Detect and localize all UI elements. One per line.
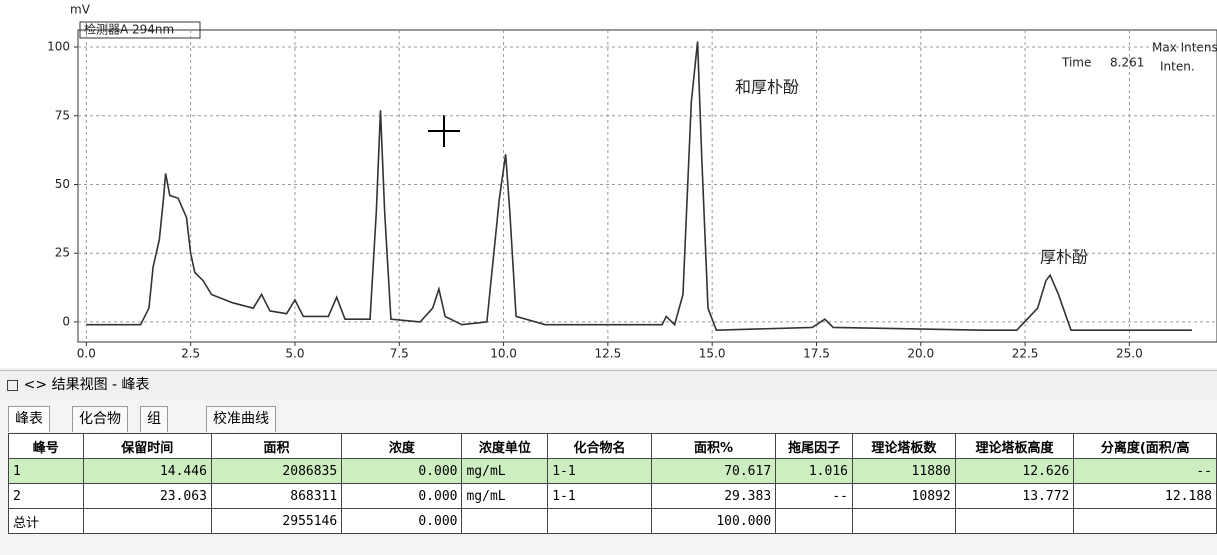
x-tick-label: 12.5 [595, 347, 622, 361]
y-tick-label: 50 [55, 177, 70, 191]
table-cell: 12.626 [954, 458, 1075, 484]
header-row: 峰号 保留时间 面积 浓度 浓度单位 化合物名 面积% 拖尾因子 理论塔板数 理论塔板高度 分离度(… [8, 433, 1217, 459]
column-header[interactable]: 拖尾因子 [775, 433, 853, 459]
table-cell: 868311 [210, 483, 343, 509]
tab[interactable]: 组 [140, 406, 168, 432]
tab[interactable]: 化合物 [72, 406, 128, 432]
peak-annotation: 厚朴酚 [1040, 248, 1088, 267]
plot-frame [77, 29, 1217, 343]
table-row[interactable]: 2 23.063 868311 0.000 mg/mL 1-1 29.383 -- 10892 1… [8, 483, 1217, 509]
peak-table: 峰号 保留时间 面积 浓度 浓度单位 化合物名 面积% 拖尾因子 理论塔板数 理论塔板高度 分离度(… [8, 433, 1217, 534]
column-header[interactable]: 化合物名 [547, 433, 652, 459]
y-tick-label: 0 [62, 314, 70, 328]
y-tick-label: 100 [47, 40, 70, 54]
table-cell: mg/mL [461, 483, 549, 509]
info-text: Time [1061, 56, 1091, 70]
y-axis-label: mV [70, 3, 91, 17]
table-cell: 23.063 [82, 483, 212, 509]
table-cell: -- [1073, 458, 1217, 484]
table-cell: 1-1 [547, 458, 652, 484]
peak-annotation: 和厚朴酚 [735, 78, 799, 97]
table-cell: 100.000 [650, 508, 777, 534]
y-tick-label: 25 [55, 246, 70, 260]
table-cell: 29.383 [650, 483, 777, 509]
x-tick-label: 0.0 [77, 347, 96, 361]
column-header[interactable]: 理论塔板高度 [954, 433, 1075, 459]
table-cell: 1-1 [547, 483, 652, 509]
panel-title: 结果视图 - 峰表 [51, 377, 150, 393]
table-cell: 13.772 [954, 483, 1075, 509]
x-tick-label: 7.5 [390, 347, 409, 361]
table-cell: 12.188 [1073, 483, 1217, 509]
x-tick-label: 20.0 [907, 347, 934, 361]
table-cell [1073, 508, 1217, 534]
column-header[interactable]: 峰号 [8, 433, 84, 459]
table-cell [851, 508, 956, 534]
column-header[interactable]: 分离度(面积/高 [1073, 433, 1217, 459]
table-cell [461, 508, 549, 534]
tab-bar: 峰表 化合物组 校准曲线 [0, 404, 1217, 432]
panel-header: □ <> 结果视图 - 峰表 [0, 370, 1217, 399]
table-row[interactable]: 总计 2955146 0.000 100.000 [8, 508, 1217, 534]
table-cell: 1 [8, 458, 84, 484]
x-tick-label: 15.0 [699, 347, 726, 361]
table-cell [775, 508, 853, 534]
y-tick-label: 75 [55, 108, 70, 122]
table-cell: 1.016 [775, 458, 853, 484]
table-cell: 2086835 [210, 458, 343, 484]
table-cell [954, 508, 1075, 534]
column-header[interactable]: 面积% [650, 433, 777, 459]
x-tick-label: 22.5 [1012, 347, 1039, 361]
tab[interactable]: 校准曲线 [206, 406, 276, 432]
table-cell: 10892 [851, 483, 956, 509]
cursor-cross [428, 115, 460, 147]
column-header[interactable]: 浓度单位 [461, 433, 549, 459]
table-cell [547, 508, 652, 534]
table-cell: 11880 [851, 458, 956, 484]
table-row[interactable]: 1 14.446 2086835 0.000 mg/mL 1-1 70.617 1.016 11… [8, 458, 1217, 484]
table-cell [82, 508, 212, 534]
info-text: Inten. [1160, 60, 1195, 74]
x-tick-label: 25.0 [1116, 347, 1143, 361]
detector-label: 检测器A 294nm [84, 22, 174, 37]
table-cell: mg/mL [461, 458, 549, 484]
x-tick-label: 5.0 [285, 347, 304, 361]
x-tick-label: 2.5 [181, 347, 200, 361]
table-cell: 14.446 [82, 458, 212, 484]
x-tick-label: 17.5 [803, 347, 830, 361]
table-cell: 0.000 [341, 483, 463, 509]
column-header[interactable]: 浓度 [341, 433, 463, 459]
table-cell: 0.000 [341, 458, 463, 484]
column-header[interactable]: 保留时间 [82, 433, 212, 459]
chromatogram: mV 检测器A 294nm 和厚朴酚 厚朴酚 Max Intens Time 8… [0, 0, 1217, 368]
x-tick-label: 10.0 [490, 347, 517, 361]
table-cell: 总计 [8, 508, 84, 534]
tab[interactable]: 峰表 [8, 406, 50, 432]
table-cell: -- [775, 483, 853, 509]
info-text: 8.261 [1110, 56, 1144, 70]
table-cell: 2 [8, 483, 84, 509]
table-cell: 0.000 [341, 508, 463, 534]
table-cell: 2955146 [210, 508, 343, 534]
column-header[interactable]: 理论塔板数 [851, 433, 956, 459]
column-header[interactable]: 面积 [210, 433, 343, 459]
table-cell: 70.617 [650, 458, 777, 484]
chromatogram-trace [86, 41, 1192, 331]
